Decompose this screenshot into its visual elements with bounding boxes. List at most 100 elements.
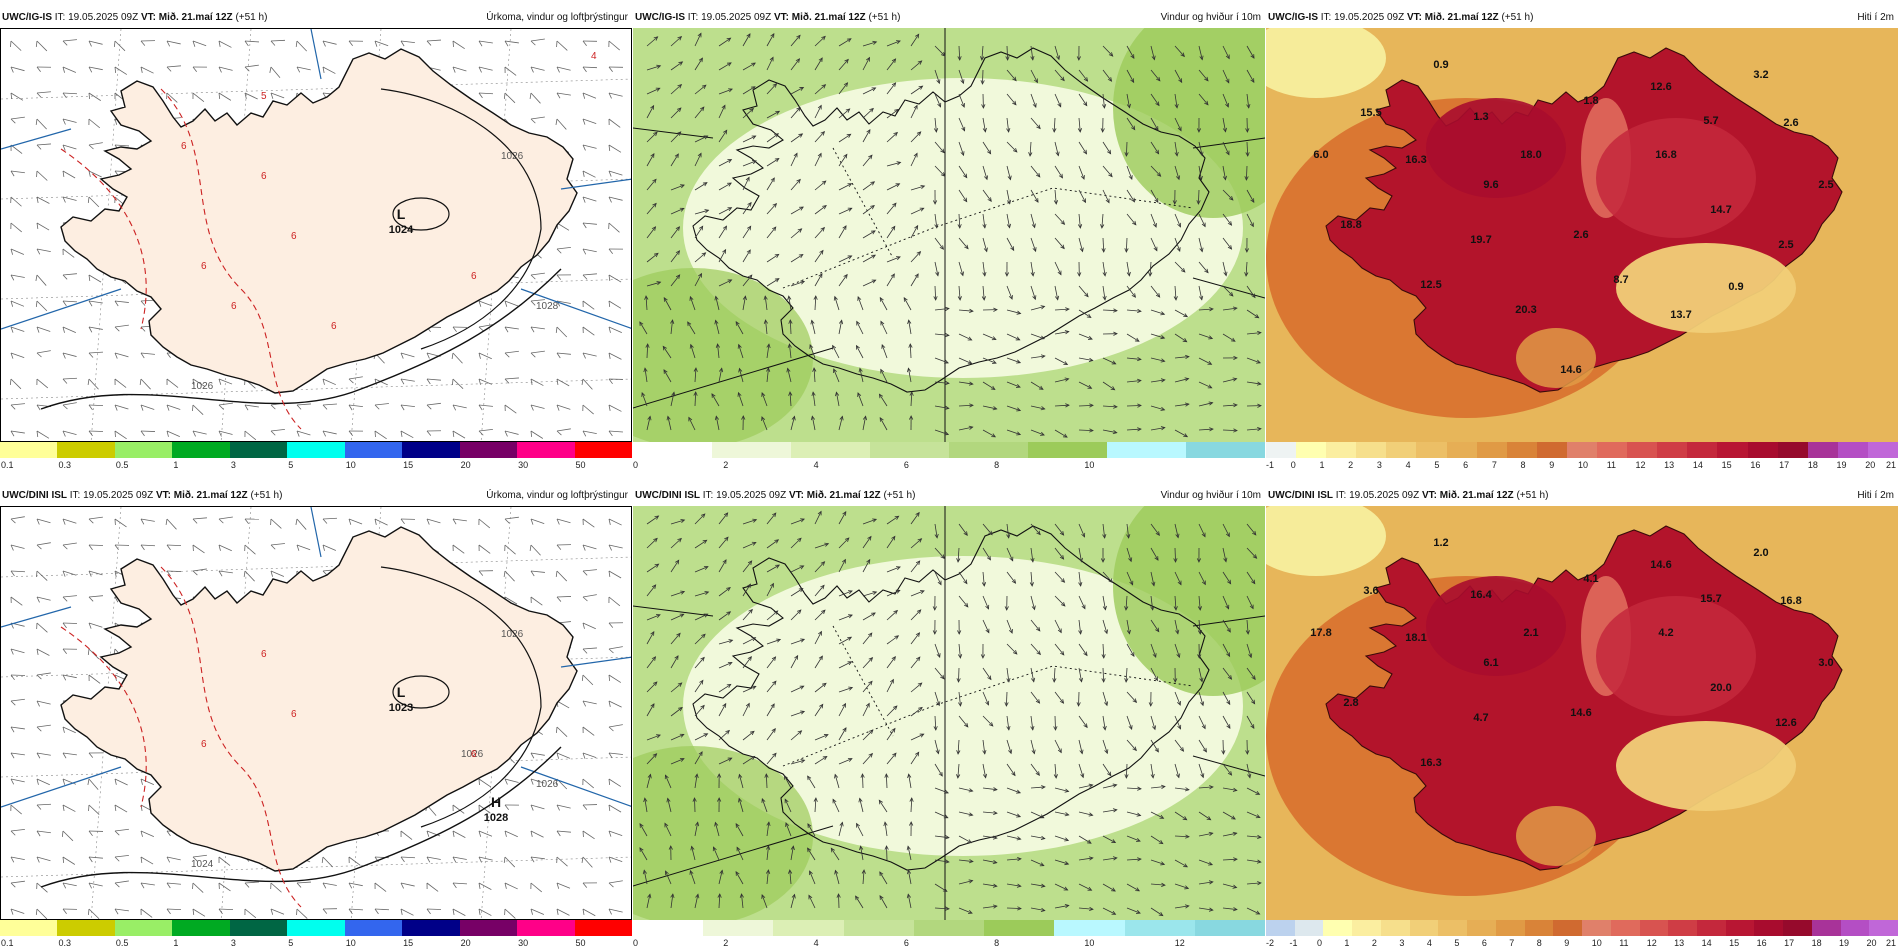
pressure-label: 1026: [501, 629, 524, 640]
init-time: IT: 19.05.2025 09Z: [702, 490, 787, 501]
colorbar-tick-label: -2: [1266, 938, 1275, 948]
map-view[interactable]: 1.2 14.6 2.0 3.6 16.4 4.1 15.7 16.8 17.8 18.1 2.1 4…: [1266, 506, 1898, 920]
lead-time: (+51 h): [1501, 12, 1534, 23]
colorbar-tick-label: 2: [1371, 938, 1377, 948]
colorbar-segment: [1495, 920, 1525, 936]
temperature-value: 20.0: [1710, 682, 1731, 694]
colorbar-tick-label: 2: [723, 938, 729, 948]
temperature-value: 15.7: [1700, 593, 1721, 605]
colorbar-tick-label: 1: [173, 938, 179, 948]
colorbar-segment: [229, 920, 288, 936]
colorbar-tick-label: 15: [1721, 460, 1732, 470]
colorbar-tick-label: 19: [1839, 938, 1850, 948]
colorbar-ticks: -1 0 1 2 3 4 5 6 7 8 9 10 11 12 13 14 15 16 17 18 19 20 21: [1266, 460, 1898, 472]
colorbar-segment: [870, 442, 949, 458]
temperature-value: 3.6: [1363, 585, 1378, 597]
colorbar-tick-label: 3: [230, 460, 236, 470]
colorbar-segment: [172, 920, 230, 936]
temperature-value: 2.6: [1573, 229, 1588, 241]
colorbar-segment: [1266, 920, 1295, 936]
colorbar-tick-label: 0.1: [1, 938, 14, 948]
colorbar-segment: [1296, 442, 1327, 458]
temperature-value: 18.1: [1405, 632, 1426, 644]
colorbar-tick-label: 16: [1750, 460, 1761, 470]
colorbar-tick-label: 30: [518, 938, 529, 948]
pressure-label: 1026: [461, 749, 484, 760]
colorbar-tick-label: 5: [288, 938, 294, 948]
map-view[interactable]: [633, 28, 1265, 442]
colorbar-segment: [1597, 442, 1628, 458]
colorbar-segment: [459, 442, 518, 458]
model-name: UWC/IG-IS: [635, 12, 685, 23]
colorbar-segment: [57, 920, 115, 936]
init-time: IT: 19.05.2025 09Z: [1320, 12, 1405, 23]
model-name: UWC/DINI ISL: [1268, 490, 1333, 501]
lead-time: (+51 h): [250, 490, 283, 501]
colorbar-tick-label: 21: [1886, 938, 1897, 948]
precip-label: 6: [201, 739, 207, 750]
colorbar-segment: [1553, 920, 1583, 936]
map-view[interactable]: [633, 506, 1265, 920]
colorbar-tick-label: 0.1: [1, 460, 14, 470]
valid-time-label: VT:: [1421, 490, 1437, 501]
temperature-value: 12.5: [1420, 279, 1441, 291]
colorbar-segment: [1807, 442, 1838, 458]
precip-label: 4: [591, 51, 597, 62]
colorbar-segment: [1536, 442, 1567, 458]
precip-label: 6: [471, 749, 477, 760]
field-name: Úrkoma, vindur og loftþrýstingur: [486, 490, 628, 501]
colorbar-tick-label: 30: [518, 460, 529, 470]
colorbar-tick-label: 7: [1509, 938, 1515, 948]
panel-title: UWC/IG-IS IT: 19.05.2025 09Z VT: Mið. 21…: [1266, 8, 1898, 28]
colorbar-tick-label: 19: [1836, 460, 1847, 470]
valid-time-label: VT:: [788, 490, 804, 501]
temperature-value: 12.6: [1775, 717, 1796, 729]
temperature-value: 14.6: [1570, 707, 1591, 719]
colorbar-tick-label: 21: [1886, 460, 1897, 470]
colorbar-segment: [1687, 442, 1718, 458]
colorbar-tick-label: 7: [1491, 460, 1497, 470]
temperature-value: 2.6: [1783, 117, 1798, 129]
valid-time: Mið. 21.maí 12Z: [1439, 490, 1514, 501]
map-canvas: 1026 1026 1028 6 6 6 6 6 6 6 5 4 L 1024: [1, 29, 631, 441]
colorbar-segment: [1107, 442, 1186, 458]
colorbar-tick-label: 0: [1316, 938, 1322, 948]
temperature-value: 9.6: [1483, 179, 1498, 191]
wind-arrows: [639, 32, 1262, 438]
colorbar-segment: [1416, 442, 1447, 458]
colorbar-tick-label: 11: [1619, 938, 1629, 948]
colorbar-tick-label: 18: [1811, 938, 1822, 948]
colorbar-segment: [1869, 920, 1899, 936]
temperature-value: 19.7: [1470, 234, 1491, 246]
colorbar-segment: [114, 442, 173, 458]
colorbar-segment: [1783, 920, 1812, 936]
temperature-value: 5.7: [1703, 115, 1718, 127]
colorbar-segment: [1506, 442, 1537, 458]
temperature-value: 2.1: [1523, 627, 1538, 639]
colorbar-segment: [1867, 442, 1898, 458]
colorbar-segment: [172, 442, 230, 458]
temperature-value: 2.5: [1818, 179, 1833, 191]
map-view[interactable]: 1026 1026 1028 6 6 6 6 6 6 6 5 4 L 1024: [0, 28, 632, 442]
colorbar-segment: [1697, 920, 1726, 936]
isobar: [380, 88, 542, 350]
panel-dini-temp: UWC/DINI ISL IT: 19.05.2025 09Z VT: Mið.…: [1266, 486, 1899, 948]
colorbar: [0, 442, 632, 458]
map-view[interactable]: 1024 1026 1026 1026 6 6 6 6 L 1023 H 1028: [0, 506, 632, 920]
precip-label: 5: [261, 91, 267, 102]
map-canvas: [633, 506, 1265, 920]
map-view[interactable]: 0.9 12.6 3.2 15.5 1.3 1.8 5.7 2.6 6.0 16.3 18.0 16.…: [1266, 28, 1898, 442]
colorbar-segment: [1657, 442, 1688, 458]
field-name: Úrkoma, vindur og loftþrýstingur: [486, 12, 628, 23]
temperature-value: 16.4: [1470, 589, 1492, 601]
colorbar-segment: [1747, 442, 1778, 458]
colorbar-tick-label: 17: [1779, 460, 1790, 470]
colorbar-tick-label: 1: [1344, 938, 1350, 948]
colorbar-segment: [0, 920, 58, 936]
valid-time: Mið. 21.maí 12Z: [158, 12, 233, 23]
temperature-value: 20.3: [1515, 304, 1536, 316]
precip-label: 6: [261, 171, 267, 182]
colorbar-ticks: 0 2 4 6 8 10: [633, 460, 1265, 472]
field-name: Vindur og hviður í 10m: [1160, 490, 1261, 501]
iceland-coastline: [692, 47, 1210, 393]
